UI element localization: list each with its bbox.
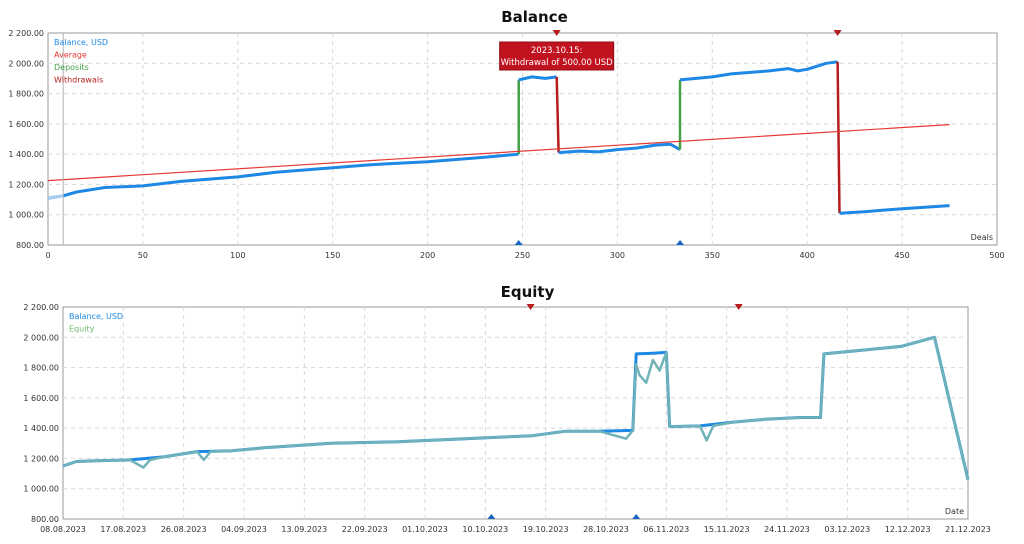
deposit-marker	[487, 514, 496, 519]
series-balance-usd-line	[518, 75, 557, 82]
y-tick-label: 2 000.00	[23, 333, 59, 342]
x-tick-label: 450	[894, 251, 909, 260]
x-tick-label: 26.08.2023	[161, 525, 207, 534]
y-tick-label: 1 400.00	[23, 424, 59, 433]
series-withdrawals-line	[555, 76, 560, 153]
series-equity-line	[62, 336, 970, 480]
y-tick-label: 800.00	[16, 241, 44, 250]
chart-title: Balance	[501, 8, 568, 26]
x-tick-label: 19.10.2023	[523, 525, 569, 534]
x-tick-label: 10.10.2023	[462, 525, 508, 534]
deposit-marker	[676, 240, 685, 245]
x-tick-label: 0	[45, 251, 50, 260]
x-tick-label: 01.10.2023	[402, 525, 448, 534]
deposit-marker	[632, 514, 641, 519]
series-balance-usd-line	[558, 142, 681, 155]
y-tick-label: 1 800.00	[8, 90, 44, 99]
x-tick-label: 13.09.2023	[281, 525, 327, 534]
series-balance-usd-line	[679, 60, 838, 82]
series-balance-usd-line	[47, 152, 519, 200]
x-axis-label: Deals	[971, 233, 993, 242]
x-tick-label: 28.10.2023	[583, 525, 629, 534]
legend-item: Average	[54, 51, 87, 60]
y-tick-label: 1 800.00	[23, 364, 59, 373]
x-tick-label: 500	[989, 251, 1004, 260]
y-tick-label: 1 000.00	[23, 485, 59, 494]
x-tick-label: 04.09.2023	[221, 525, 267, 534]
y-tick-label: 2 000.00	[8, 59, 44, 68]
x-tick-label: 21.12.2023	[945, 525, 991, 534]
y-tick-label: 800.00	[31, 515, 59, 524]
x-tick-label: 100	[230, 251, 245, 260]
annotation-date: 2023.10.15:	[531, 46, 583, 56]
y-tick-label: 1 600.00	[23, 394, 59, 403]
y-tick-label: 2 200.00	[8, 29, 44, 38]
series-withdrawals-line	[836, 61, 841, 214]
y-tick-label: 1 200.00	[23, 454, 59, 463]
x-axis-label: Date	[945, 507, 964, 516]
legend-item: Deposits	[54, 63, 89, 72]
x-tick-label: 08.08.2023	[40, 525, 86, 534]
x-tick-label: 250	[515, 251, 530, 260]
series-balance-start-segment	[47, 194, 64, 200]
x-tick-label: 350	[705, 251, 720, 260]
legend-item: Withdrawals	[54, 76, 103, 85]
x-tick-label: 150	[325, 251, 340, 260]
y-tick-label: 1 600.00	[8, 120, 44, 129]
x-tick-label: 24.11.2023	[764, 525, 810, 534]
x-tick-label: 15.11.2023	[704, 525, 750, 534]
x-tick-label: 12.12.2023	[885, 525, 931, 534]
legend-item: Equity	[69, 325, 95, 334]
withdrawal-marker	[734, 304, 743, 310]
series-average-line	[47, 124, 950, 182]
x-tick-label: 03.12.2023	[824, 525, 870, 534]
annotation-text: Withdrawal of 500.00 USD	[501, 58, 614, 68]
x-tick-label: 22.09.2023	[342, 525, 388, 534]
chart-1: Balance 800.00 1 000.00 1 200.00 1 400.00 1 6…	[8, 8, 1004, 260]
chart-2: Equity 800.00 1 000.00 1 200.00 1 400.00 1 60…	[23, 283, 991, 534]
series-balance-usd-line	[839, 204, 950, 215]
x-tick-label: 06.11.2023	[643, 525, 689, 534]
withdrawal-marker	[833, 30, 842, 36]
x-tick-label: 50	[138, 251, 148, 260]
withdrawal-marker	[552, 30, 561, 36]
x-tick-label: 300	[610, 251, 625, 260]
x-tick-label: 200	[420, 251, 435, 260]
y-tick-label: 1 000.00	[8, 211, 44, 220]
withdrawal-marker	[526, 304, 535, 310]
annotation-box	[499, 41, 615, 71]
legend-item: Balance, USD	[69, 312, 123, 321]
legend-item: Balance, USD	[54, 38, 108, 47]
y-tick-label: 2 200.00	[23, 303, 59, 312]
x-tick-label: 400	[800, 251, 815, 260]
deposit-marker	[514, 240, 523, 245]
y-tick-label: 1 200.00	[8, 180, 44, 189]
plot-area	[62, 306, 969, 520]
y-tick-label: 1 400.00	[8, 150, 44, 159]
x-tick-label: 17.08.2023	[100, 525, 146, 534]
chart-title: Equity	[501, 283, 555, 301]
